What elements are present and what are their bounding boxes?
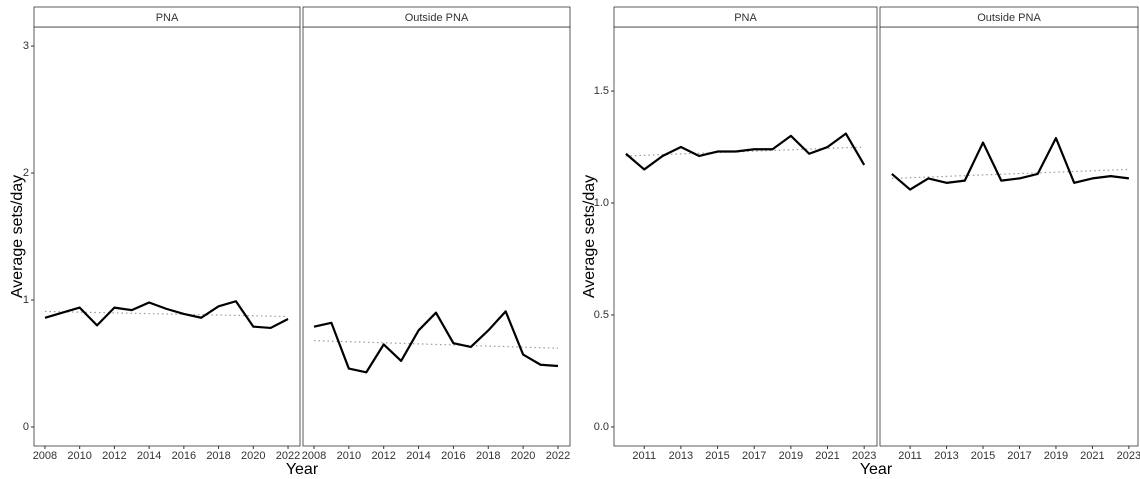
x-tick-label: 2008 xyxy=(302,450,326,462)
trend-line xyxy=(891,168,1129,179)
strip xyxy=(302,6,571,28)
strip-label: PNA xyxy=(156,12,179,24)
x-tick-label: 2011 xyxy=(632,450,656,462)
y-tick-label: 1.0 xyxy=(594,197,609,209)
trend-line xyxy=(44,310,289,318)
strip-label: PNA xyxy=(734,12,757,24)
trend-line xyxy=(625,146,865,157)
strip xyxy=(33,6,301,28)
x-tick-label: 2012 xyxy=(102,450,126,462)
y-tick-label: 1.5 xyxy=(594,85,609,97)
x-tick-label: 2015 xyxy=(705,450,729,462)
x-tick-label: 2023 xyxy=(1117,450,1140,462)
data-line xyxy=(313,310,559,374)
x-tick-label: 2010 xyxy=(337,450,361,462)
panel-border xyxy=(613,26,878,447)
x-tick-label: 2012 xyxy=(371,450,395,462)
x-tick-label: 2008 xyxy=(33,450,57,462)
y-axis-title: Average sets/day xyxy=(581,175,598,298)
x-tick-label: 2016 xyxy=(441,450,465,462)
y-tick-label: 1 xyxy=(23,294,29,306)
x-tick-label: 2020 xyxy=(511,450,535,462)
strip xyxy=(613,6,878,28)
y-tick-label: 0.0 xyxy=(594,421,609,433)
x-tick-label: 2019 xyxy=(1044,450,1068,462)
strip-label: Outside PNA xyxy=(405,12,469,24)
y-tick-label: 0 xyxy=(23,421,29,433)
x-tick-label: 2016 xyxy=(172,450,196,462)
x-tick-label: 2019 xyxy=(779,450,803,462)
trend-line xyxy=(313,340,558,349)
x-tick-label: 2023 xyxy=(852,450,876,462)
x-tick-label: 2013 xyxy=(669,450,693,462)
y-tick-label: 2 xyxy=(23,167,29,179)
y-tick-label: 0.5 xyxy=(594,309,609,321)
x-tick-label: 2013 xyxy=(934,450,958,462)
y-tick-label: 3 xyxy=(23,40,29,52)
x-tick-label: 2017 xyxy=(742,450,766,462)
strip xyxy=(879,6,1139,28)
x-tick-label: 2010 xyxy=(67,450,91,462)
x-tick-label: 2017 xyxy=(1007,450,1031,462)
x-axis-title: Year xyxy=(286,461,319,478)
panel-border xyxy=(879,26,1139,447)
x-tick-label: 2020 xyxy=(241,450,265,462)
x-tick-label: 2018 xyxy=(476,450,500,462)
x-axis-title: Year xyxy=(860,461,893,478)
x-tick-label: 2022 xyxy=(546,450,570,462)
panel-border xyxy=(302,26,571,447)
x-tick-label: 2014 xyxy=(137,450,161,462)
data-line xyxy=(625,132,866,171)
x-tick-label: 2015 xyxy=(971,450,995,462)
x-tick-label: 2014 xyxy=(406,450,430,462)
strip-label: Outside PNA xyxy=(977,12,1041,24)
x-tick-label: 2021 xyxy=(1080,450,1104,462)
x-tick-label: 2022 xyxy=(276,450,300,462)
x-tick-label: 2018 xyxy=(206,450,230,462)
x-tick-label: 2011 xyxy=(898,450,922,462)
data-line xyxy=(44,300,289,330)
panel-border xyxy=(33,26,301,447)
x-tick-label: 2021 xyxy=(815,450,839,462)
data-line xyxy=(891,136,1130,191)
y-axis-title: Average sets/day xyxy=(9,175,26,298)
